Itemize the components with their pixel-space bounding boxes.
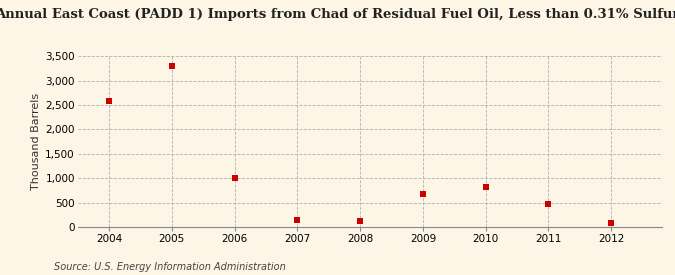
Text: Source: U.S. Energy Information Administration: Source: U.S. Energy Information Administ… — [54, 262, 286, 272]
Text: Annual East Coast (PADD 1) Imports from Chad of Residual Fuel Oil, Less than 0.3: Annual East Coast (PADD 1) Imports from … — [0, 8, 675, 21]
Y-axis label: Thousand Barrels: Thousand Barrels — [31, 93, 41, 190]
Point — [104, 99, 115, 103]
Point — [230, 176, 240, 180]
Point — [167, 64, 178, 68]
Point — [292, 217, 303, 222]
Point — [481, 185, 491, 189]
Point — [606, 221, 617, 226]
Point — [543, 202, 554, 207]
Point — [418, 192, 429, 196]
Point — [355, 219, 366, 223]
